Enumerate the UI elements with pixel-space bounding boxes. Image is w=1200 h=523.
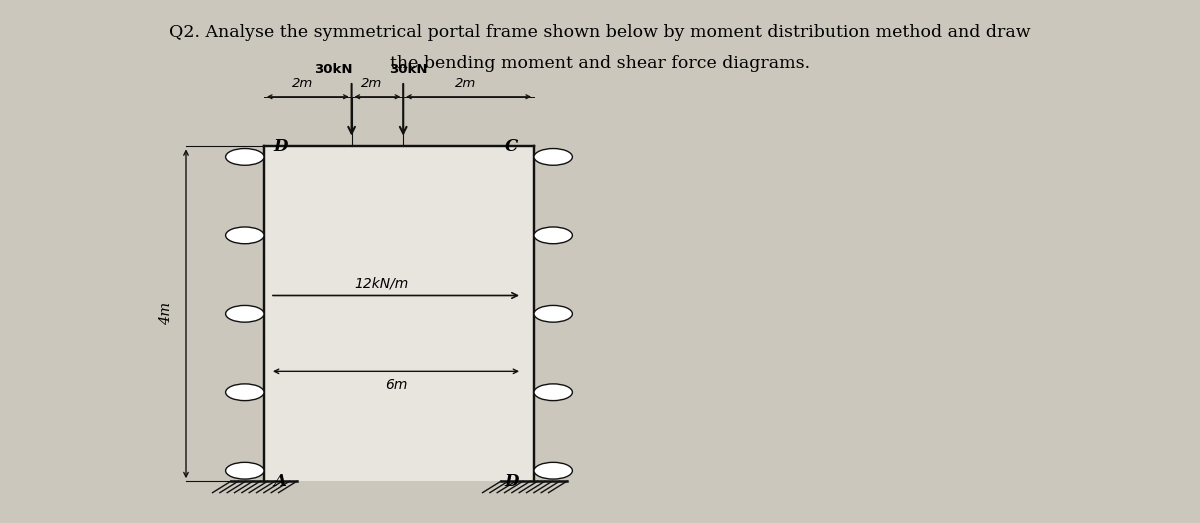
Circle shape [534,384,572,401]
Text: 12kN/m: 12kN/m [354,276,408,290]
Circle shape [534,227,572,244]
Circle shape [226,384,264,401]
Text: 2m: 2m [361,77,383,90]
Circle shape [226,149,264,165]
Circle shape [226,462,264,479]
Text: D: D [504,473,518,490]
Circle shape [534,149,572,165]
Text: D: D [274,138,288,155]
Text: 30kN: 30kN [389,63,427,76]
Text: the bending moment and shear force diagrams.: the bending moment and shear force diagr… [390,55,810,72]
Text: 30kN: 30kN [314,63,353,76]
Text: 6m: 6m [385,378,407,392]
Text: 2m: 2m [292,77,313,90]
Circle shape [226,305,264,322]
Text: C: C [505,138,518,155]
Text: A: A [274,473,287,490]
Text: Q2. Analyse the symmetrical portal frame shown below by moment distribution meth: Q2. Analyse the symmetrical portal frame… [169,24,1031,41]
Text: 2m: 2m [455,77,476,90]
Circle shape [534,462,572,479]
Circle shape [226,227,264,244]
Text: 4m: 4m [158,302,173,325]
FancyBboxPatch shape [264,146,534,481]
Circle shape [534,305,572,322]
